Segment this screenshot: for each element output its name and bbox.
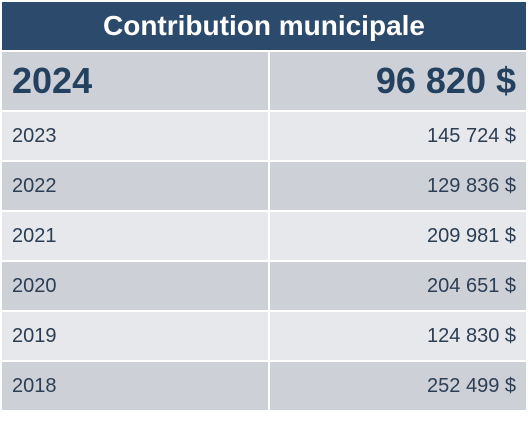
amount-cell: 145 724 $: [427, 124, 516, 147]
table-row: 2022 129 836 $: [2, 162, 526, 212]
amount-cell: 252 499 $: [427, 374, 516, 397]
table-row-current: 2024 96 820 $: [2, 52, 526, 112]
table-row: 2020 204 651 $: [2, 262, 526, 312]
year-cell: 2024: [2, 52, 270, 110]
amount-cell: 96 820 $: [375, 60, 516, 101]
table-row: 2023 145 724 $: [2, 112, 526, 162]
year-cell: 2018: [2, 362, 270, 410]
year-cell: 2022: [2, 162, 270, 210]
year-cell: 2021: [2, 212, 270, 260]
year-cell: 2023: [2, 112, 270, 160]
table-row: 2021 209 981 $: [2, 212, 526, 262]
table-row: 2019 124 830 $: [2, 312, 526, 362]
year-cell: 2020: [2, 262, 270, 310]
table-row: 2018 252 499 $: [2, 362, 526, 412]
contribution-table: Contribution municipale 2024 96 820 $ 20…: [2, 2, 526, 412]
amount-cell: 124 830 $: [427, 324, 516, 347]
amount-cell: 129 836 $: [427, 174, 516, 197]
table-title: Contribution municipale: [2, 2, 526, 52]
amount-cell: 204 651 $: [427, 274, 516, 297]
year-cell: 2019: [2, 312, 270, 360]
amount-cell: 209 981 $: [427, 224, 516, 247]
